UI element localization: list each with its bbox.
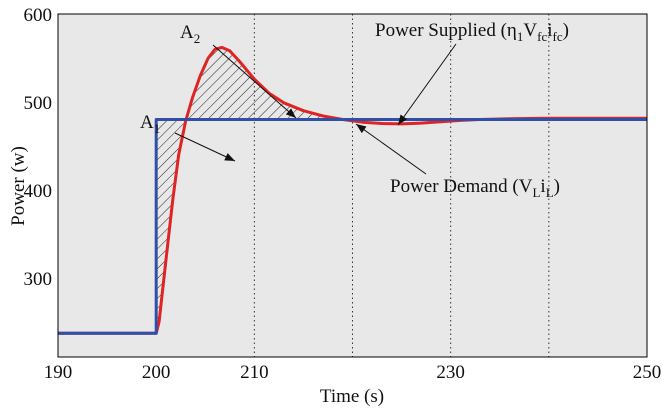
plot-frame	[57, 13, 648, 358]
y-tick-label: 400	[24, 181, 53, 202]
x-tick-label: 250	[633, 362, 662, 383]
x-tick-label: 200	[142, 362, 171, 383]
tick-labels: 190 200 210 230 250 300 400 500 600	[24, 5, 662, 383]
arrow-power-supplied	[397, 43, 457, 126]
area-a2	[186, 47, 343, 120]
x-tick-label: 210	[240, 362, 269, 383]
x-tick-label: 230	[436, 362, 465, 383]
arrow-power-demand	[355, 123, 427, 175]
annotations: A1 A2 Power Supplied (η1Vfcifc) Power Deman…	[140, 20, 569, 200]
label-power-demand: Power Demand (VLiL)	[390, 176, 560, 200]
y-tick-label: 600	[24, 5, 53, 26]
y-axis-label: Power (w)	[8, 146, 29, 226]
vertical-dotted-lines	[253, 14, 550, 357]
x-tick-label: 190	[44, 362, 73, 383]
label-power-supplied: Power Supplied (η1Vfcifc)	[375, 20, 569, 44]
arrow-a1	[174, 132, 236, 162]
arrow-a2	[212, 44, 297, 119]
x-axis-label: Time (s)	[320, 386, 384, 407]
label-a2: A2	[180, 22, 200, 46]
y-tick-label: 300	[24, 269, 53, 290]
label-a1: A1	[140, 112, 160, 136]
y-tick-label: 500	[24, 93, 53, 114]
